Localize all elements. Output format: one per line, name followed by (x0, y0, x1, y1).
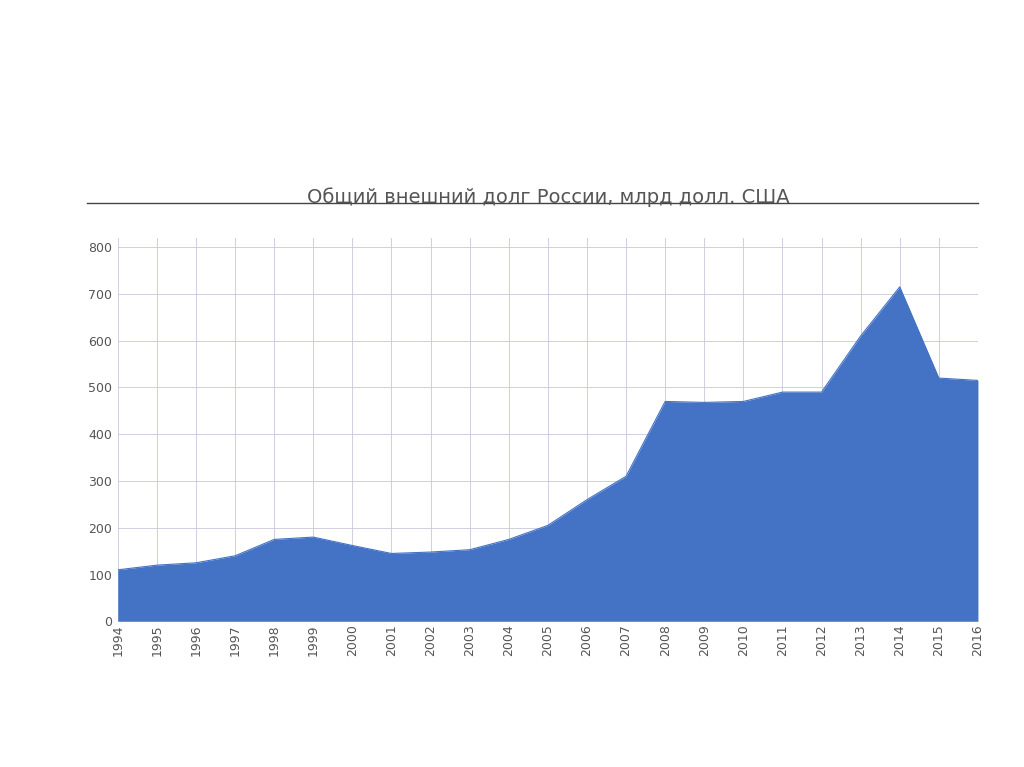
Text: Общий внешний долг России, млрд долл. США: Общий внешний долг России, млрд долл. СШ… (306, 187, 790, 207)
Text: 6: 6 (506, 729, 518, 747)
